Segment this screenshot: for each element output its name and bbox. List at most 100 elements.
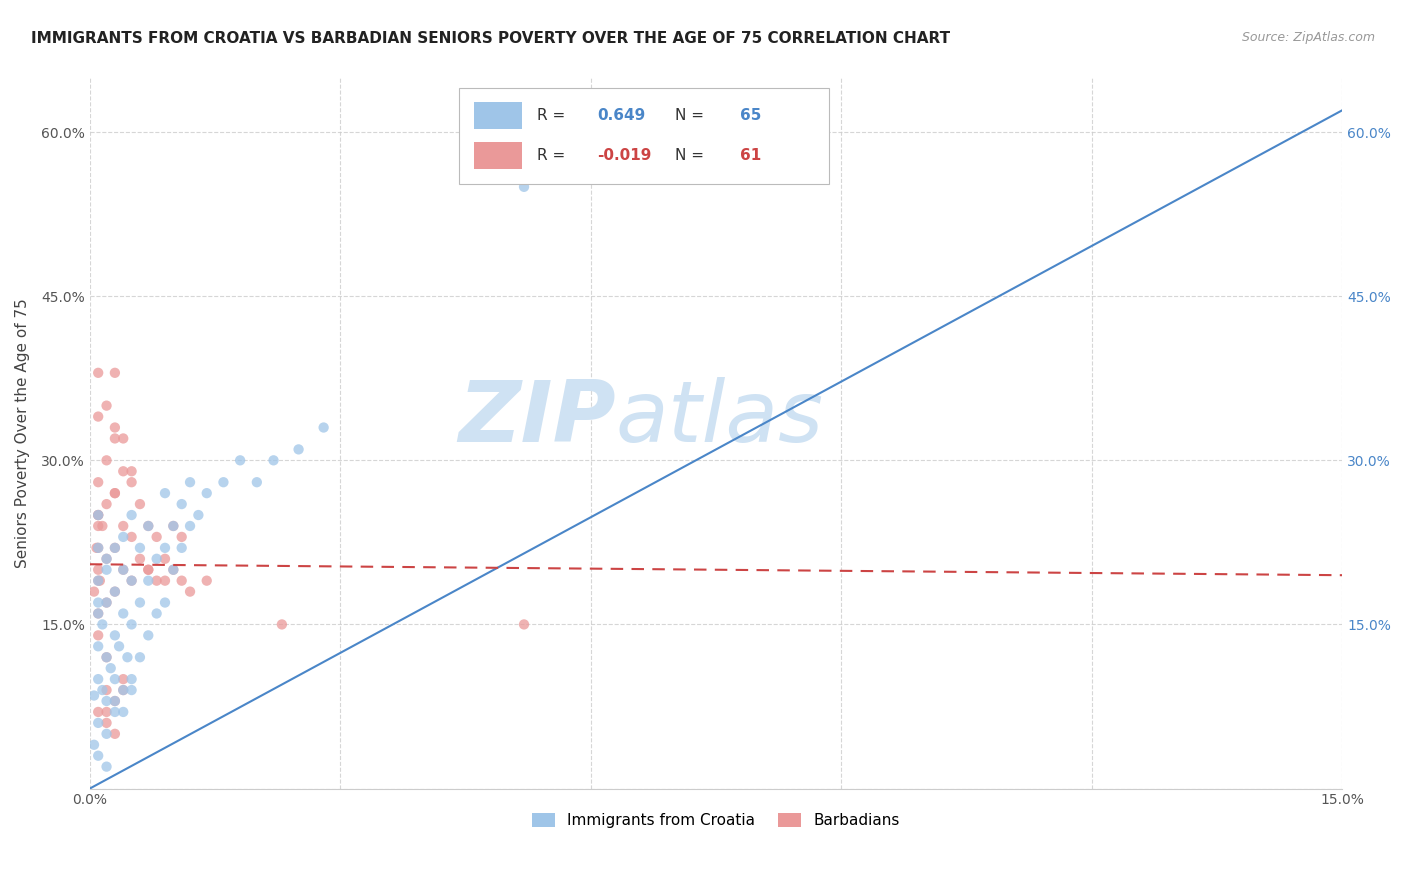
Point	[121, 683, 143, 698]
Point	[153, 574, 176, 588]
Point	[112, 683, 135, 698]
Point	[96, 453, 118, 467]
Point	[87, 748, 110, 763]
Point	[195, 574, 218, 588]
Point	[136, 563, 159, 577]
Legend: Immigrants from Croatia, Barbadians: Immigrants from Croatia, Barbadians	[526, 806, 905, 834]
Point	[87, 607, 110, 621]
Point	[136, 519, 159, 533]
Point	[96, 551, 118, 566]
Point	[87, 607, 110, 621]
Point	[170, 574, 193, 588]
Point	[129, 551, 152, 566]
Bar	[474, 102, 522, 128]
Point	[96, 650, 118, 665]
Text: -0.019: -0.019	[598, 148, 651, 163]
Point	[87, 541, 110, 555]
Point	[104, 432, 127, 446]
Point	[104, 705, 127, 719]
Point	[87, 508, 110, 522]
Point	[104, 628, 127, 642]
Point	[170, 530, 193, 544]
Point	[263, 453, 285, 467]
Point	[129, 650, 152, 665]
Point	[112, 464, 135, 478]
Point	[287, 442, 309, 457]
Point	[87, 475, 110, 490]
Point	[87, 705, 110, 719]
Point	[91, 683, 114, 698]
Text: IMMIGRANTS FROM CROATIA VS BARBADIAN SENIORS POVERTY OVER THE AGE OF 75 CORRELAT: IMMIGRANTS FROM CROATIA VS BARBADIAN SEN…	[31, 31, 950, 46]
Point	[87, 628, 110, 642]
Point	[112, 607, 135, 621]
Point	[153, 541, 176, 555]
Point	[145, 530, 167, 544]
Point	[121, 617, 143, 632]
Point	[96, 759, 118, 773]
Point	[121, 475, 143, 490]
Point	[129, 541, 152, 555]
Point	[87, 715, 110, 730]
Point	[145, 551, 167, 566]
Text: 61: 61	[740, 148, 761, 163]
Point	[96, 551, 118, 566]
Text: 0.649: 0.649	[598, 108, 645, 122]
FancyBboxPatch shape	[460, 88, 828, 184]
Text: ZIP: ZIP	[458, 377, 616, 460]
Point	[87, 541, 110, 555]
Text: N =: N =	[675, 108, 709, 122]
Point	[83, 689, 105, 703]
Point	[112, 683, 135, 698]
Point	[112, 705, 135, 719]
Point	[96, 596, 118, 610]
Text: N =: N =	[675, 148, 709, 163]
Point	[96, 497, 118, 511]
Point	[83, 584, 105, 599]
Point	[96, 399, 118, 413]
Point	[179, 519, 201, 533]
Point	[104, 584, 127, 599]
Point	[112, 563, 135, 577]
Point	[112, 519, 135, 533]
Point	[89, 574, 111, 588]
Point	[162, 519, 184, 533]
Point	[513, 179, 536, 194]
Text: 65: 65	[740, 108, 761, 122]
Point	[170, 541, 193, 555]
Point	[112, 530, 135, 544]
Point	[83, 738, 105, 752]
Point	[153, 486, 176, 500]
Point	[136, 574, 159, 588]
Point	[87, 508, 110, 522]
Point	[246, 475, 269, 490]
Point	[96, 727, 118, 741]
Point	[87, 672, 110, 686]
Point	[145, 607, 167, 621]
Point	[145, 574, 167, 588]
Point	[96, 650, 118, 665]
Point	[96, 715, 118, 730]
Point	[179, 475, 201, 490]
Text: R =: R =	[537, 108, 569, 122]
Point	[104, 672, 127, 686]
Point	[129, 497, 152, 511]
Point	[87, 596, 110, 610]
Point	[96, 694, 118, 708]
Point	[100, 661, 122, 675]
Point	[112, 432, 135, 446]
Point	[87, 508, 110, 522]
Point	[162, 563, 184, 577]
Point	[153, 596, 176, 610]
Point	[91, 617, 114, 632]
Point	[121, 574, 143, 588]
Point	[104, 486, 127, 500]
Bar	[474, 142, 522, 169]
Point	[87, 519, 110, 533]
Point	[108, 640, 131, 654]
Point	[104, 694, 127, 708]
Point	[96, 563, 118, 577]
Point	[270, 617, 292, 632]
Point	[87, 366, 110, 380]
Point	[104, 366, 127, 380]
Point	[96, 596, 118, 610]
